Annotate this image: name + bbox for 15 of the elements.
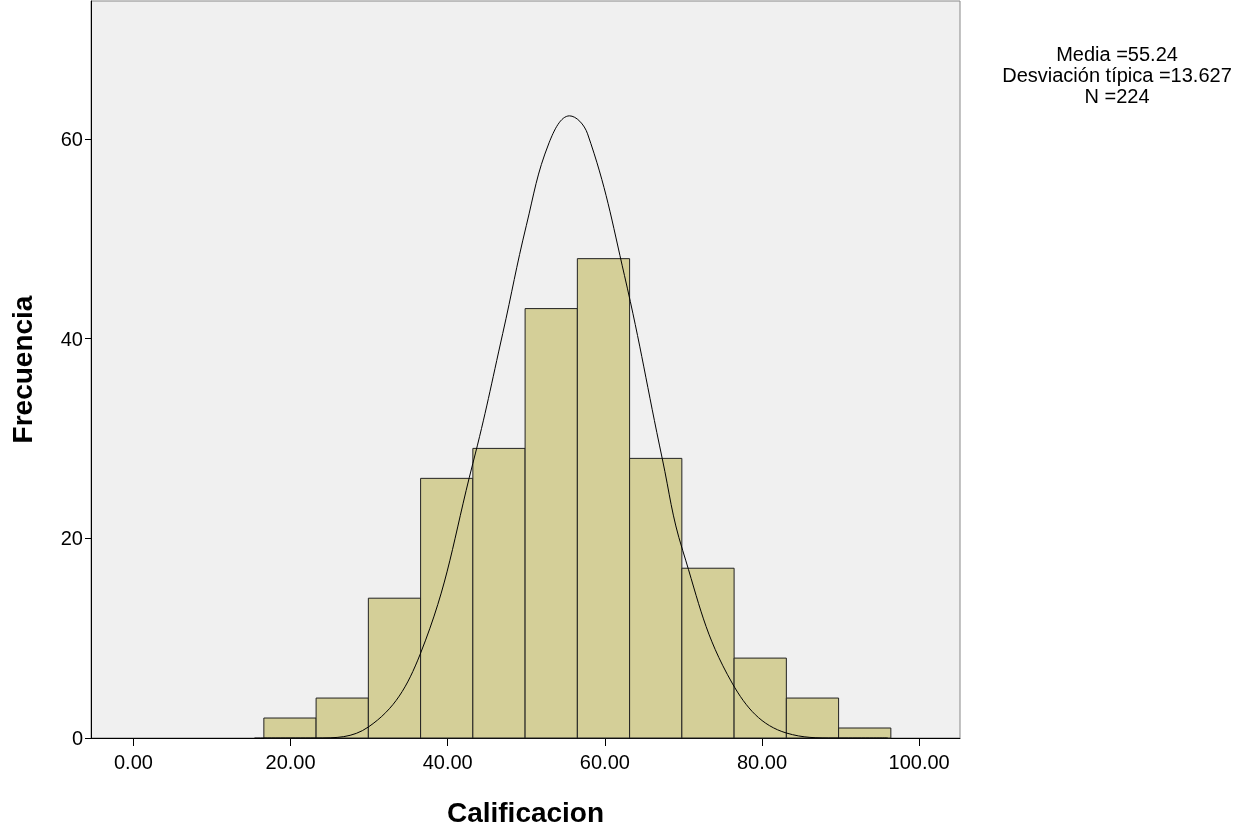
- text: N =224: [1084, 85, 1150, 107]
- y-tick-label: 40: [60, 327, 83, 350]
- x-tick-label: 20.00: [265, 751, 316, 773]
- y-axis-title: Frecuencia: [6, 295, 38, 444]
- text: Desviación típica =13.627: [1002, 64, 1232, 86]
- x-tick-label: 60.00: [579, 751, 630, 773]
- x-tick-label: 0.00: [113, 751, 153, 773]
- x-tick-label: 80.00: [736, 751, 788, 773]
- x-tick-label: 40.00: [422, 751, 473, 773]
- x-tick-label: 100.00: [888, 751, 950, 773]
- y-tick-label: 20: [60, 527, 83, 550]
- y-tick-label: 60: [60, 127, 83, 150]
- text: Media =55.24: [1056, 43, 1178, 65]
- y-tick-label: 0: [71, 727, 83, 749]
- x-axis-title: Calificacion: [446, 796, 605, 828]
